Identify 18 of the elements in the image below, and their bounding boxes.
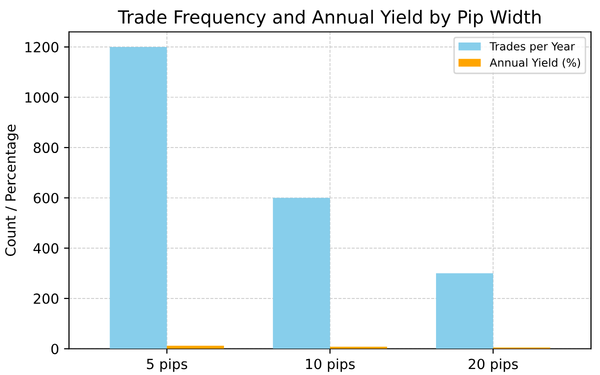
y-tick-label: 600 bbox=[34, 192, 58, 204]
bar bbox=[110, 46, 167, 349]
x-tick-label: 10 pips bbox=[306, 358, 355, 372]
legend-label: Annual Yield (%) bbox=[490, 58, 580, 68]
y-tick-label: 1200 bbox=[25, 42, 58, 52]
y-tick-label: 400 bbox=[33, 243, 58, 254]
chart-title: Trade Frequency and Annual Yield by Pip Width bbox=[118, 10, 541, 28]
bar bbox=[272, 198, 330, 349]
y-tick-label: 1000 bbox=[25, 92, 58, 103]
y-axis-title: Count / Percentage bbox=[5, 124, 18, 256]
bar bbox=[166, 346, 224, 349]
bar bbox=[436, 273, 494, 349]
x-tick-label: 20 pips bbox=[468, 358, 518, 372]
y-tick-label: 800 bbox=[34, 142, 58, 154]
x-tick-label: 5 pips bbox=[146, 358, 188, 372]
y-tick-label: 200 bbox=[34, 293, 58, 304]
legend-label: Trades per Year bbox=[490, 42, 575, 53]
y-tick-label: 0 bbox=[51, 344, 58, 354]
